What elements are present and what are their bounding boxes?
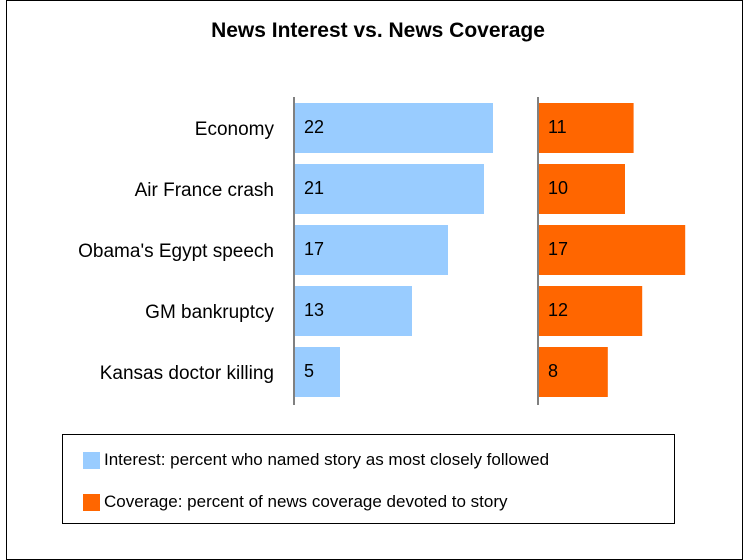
interest-value-label: 22 [304,117,324,137]
coverage-bar [539,347,608,397]
coverage-value-label: 10 [548,178,568,198]
interest-value-label: 5 [304,361,314,381]
legend-item-coverage: Coverage: percent of news coverage devot… [83,492,508,512]
chart-title: News Interest vs. News Coverage [211,19,545,42]
coverage-bar [539,286,643,336]
coverage-value-label: 8 [548,361,558,381]
category-label: Kansas doctor killing [100,363,274,384]
legend-swatch-coverage [83,493,100,511]
interest-bar [295,164,484,214]
coverage-bar [539,225,686,275]
category-label: GM bankruptcy [145,302,274,323]
legend-label-coverage: Coverage: percent of news coverage devot… [104,492,508,511]
interest-panel: 22 21 17 13 5 [293,97,493,405]
coverage-panel: 11 10 17 12 8 [537,97,686,405]
coverage-value-label: 17 [548,239,568,259]
category-label: Obama's Egypt speech [78,241,274,262]
interest-value-label: 13 [304,300,324,320]
legend-swatch-interest [83,451,100,469]
coverage-value-label: 12 [548,300,568,320]
interest-bar [295,347,340,397]
coverage-bar [539,103,634,153]
coverage-bar [539,164,625,214]
interest-bar [295,286,412,336]
coverage-value-label: 11 [548,117,567,137]
legend: Interest: percent who named story as mos… [62,434,675,524]
category-label: Air France crash [135,180,274,201]
chart: News Interest vs. News Coverage Economy A… [78,19,686,405]
category-labels: Economy Air France crash Obama's Egypt spe… [78,119,274,384]
legend-label-interest: Interest: percent who named story as mos… [104,450,550,469]
interest-value-label: 17 [304,239,324,259]
interest-value-label: 21 [304,178,324,198]
category-label: Economy [195,119,275,140]
interest-bar [295,103,493,153]
interest-bar [295,225,448,275]
legend-item-interest: Interest: percent who named story as mos… [83,450,549,470]
